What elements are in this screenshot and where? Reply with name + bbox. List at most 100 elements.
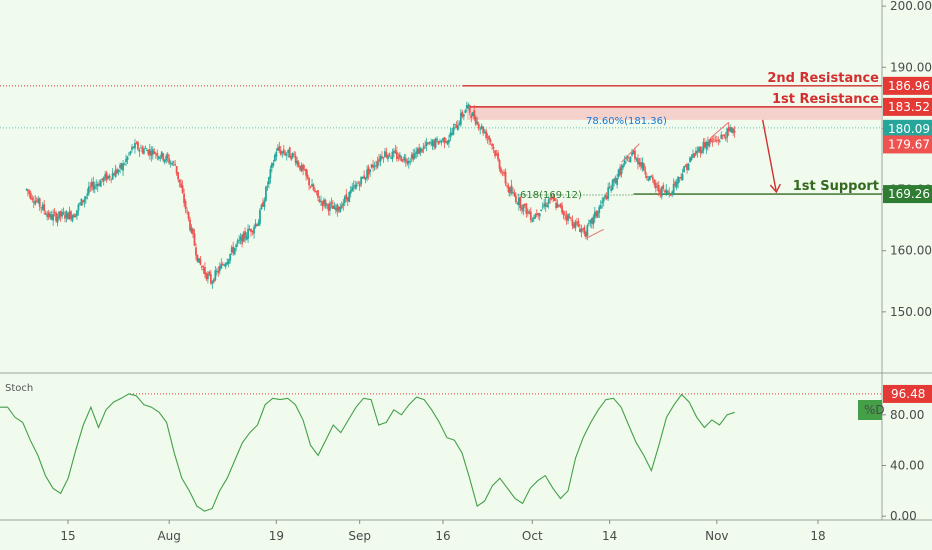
candle-body bbox=[160, 151, 163, 158]
candle-body bbox=[74, 215, 77, 217]
candle-body bbox=[715, 140, 718, 142]
candle-body bbox=[427, 143, 430, 145]
candle-body bbox=[102, 177, 105, 182]
candle-body bbox=[446, 141, 449, 145]
candle-body bbox=[599, 205, 602, 209]
candle-body bbox=[692, 154, 694, 158]
candle-body bbox=[114, 169, 117, 178]
candle-body bbox=[732, 128, 735, 133]
candle-body bbox=[238, 240, 241, 241]
candle-body bbox=[381, 156, 383, 159]
stoch-title: Stoch bbox=[5, 383, 33, 394]
first-support-label: 1st Support bbox=[793, 179, 879, 194]
candle-body bbox=[583, 226, 586, 234]
time-tick-label: Nov bbox=[705, 529, 728, 543]
candle-body bbox=[373, 166, 376, 168]
main-pane bbox=[0, 85, 882, 289]
candle-body bbox=[306, 174, 309, 178]
candle-body bbox=[59, 211, 62, 217]
candle-body bbox=[83, 199, 86, 203]
candle-body bbox=[471, 112, 474, 117]
candle-body bbox=[35, 200, 38, 202]
candle-body bbox=[434, 138, 437, 148]
candle-body bbox=[433, 140, 435, 147]
candle-body bbox=[52, 214, 55, 221]
candle-body bbox=[629, 156, 632, 163]
candle-body bbox=[87, 186, 90, 194]
candle-body bbox=[165, 155, 168, 161]
candle-body bbox=[489, 139, 492, 142]
candle-body bbox=[404, 158, 407, 162]
stoch-pane: Stoch bbox=[0, 383, 882, 512]
candle-body bbox=[513, 192, 516, 197]
candle-body bbox=[391, 151, 394, 160]
candle-body bbox=[125, 158, 127, 163]
candle-body bbox=[431, 140, 434, 146]
second-resistance-tag: 186.96 bbox=[888, 79, 930, 93]
candle-body bbox=[406, 160, 409, 164]
candle-body bbox=[321, 201, 324, 207]
candle-body bbox=[645, 176, 648, 179]
candle-body bbox=[477, 123, 480, 129]
candle-body bbox=[717, 139, 720, 141]
candle-body bbox=[410, 154, 413, 159]
candle-body bbox=[641, 162, 644, 169]
candle-body bbox=[44, 212, 47, 215]
candle-body bbox=[105, 172, 108, 181]
candle-body bbox=[586, 225, 589, 237]
candle-body bbox=[131, 147, 133, 150]
candle-body bbox=[50, 214, 53, 220]
candle-body bbox=[387, 155, 389, 160]
candle-body bbox=[379, 156, 382, 162]
time-tick-label: 15 bbox=[60, 529, 75, 543]
candle-body bbox=[232, 246, 235, 254]
candle-body bbox=[543, 204, 546, 207]
candle-body bbox=[187, 211, 190, 219]
candle-body bbox=[532, 217, 535, 220]
candle-body bbox=[534, 214, 537, 219]
candle-body bbox=[494, 150, 496, 157]
candle-body bbox=[336, 204, 339, 212]
candle-body bbox=[538, 213, 541, 217]
candle-body bbox=[31, 198, 34, 200]
candle-body bbox=[211, 281, 214, 284]
candle-body bbox=[535, 213, 538, 216]
candle-body bbox=[55, 212, 57, 221]
candle-body bbox=[550, 196, 553, 198]
candle-body bbox=[366, 169, 369, 179]
candle-body bbox=[590, 218, 593, 224]
candle-body bbox=[259, 209, 261, 224]
candle-body bbox=[79, 203, 81, 205]
candle-body bbox=[239, 237, 242, 241]
candle-body bbox=[602, 197, 605, 202]
candle-body bbox=[520, 207, 523, 210]
candle-body bbox=[634, 150, 636, 159]
candle-body bbox=[323, 199, 325, 205]
candle-body bbox=[343, 196, 346, 203]
candle-body bbox=[660, 186, 663, 197]
candle-body bbox=[720, 134, 723, 139]
candle-body bbox=[76, 210, 78, 216]
candle-body bbox=[135, 143, 138, 145]
candle-body bbox=[400, 156, 403, 162]
candle-body bbox=[528, 211, 531, 215]
candle-body bbox=[614, 178, 617, 183]
candle-body bbox=[699, 146, 702, 154]
first-resistance-tag: 183.52 bbox=[888, 100, 930, 114]
candle-body bbox=[196, 254, 199, 262]
candle-body bbox=[262, 202, 264, 207]
candle-body bbox=[324, 199, 327, 207]
candle-body bbox=[690, 157, 693, 161]
candle-body bbox=[209, 274, 212, 284]
candle-body bbox=[38, 198, 41, 207]
candle-body bbox=[523, 204, 526, 205]
candle-body bbox=[497, 152, 499, 160]
candle-body bbox=[153, 151, 156, 154]
candle-body bbox=[208, 271, 211, 276]
candle-body bbox=[47, 212, 50, 218]
candle-body bbox=[175, 166, 178, 174]
candle-body bbox=[437, 141, 440, 145]
swing-arrow-high bbox=[710, 121, 730, 138]
candle-body bbox=[311, 184, 313, 187]
